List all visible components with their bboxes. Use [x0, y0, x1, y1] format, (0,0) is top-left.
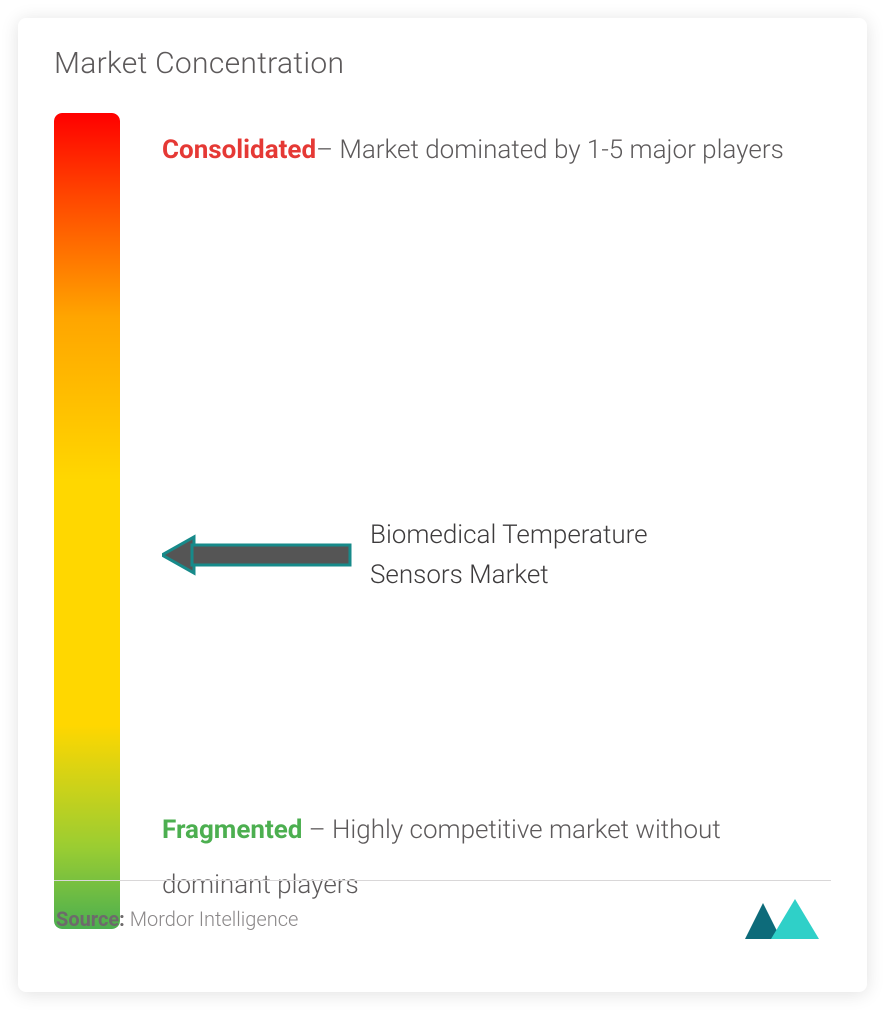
market-position-callout: Biomedical Temperature Sensors Market: [162, 515, 710, 596]
infographic-card: Market Concentration Consolidated– Marke…: [18, 18, 867, 992]
consolidated-strong: Consolidated: [162, 135, 316, 165]
chart-body: Consolidated– Market dominated by 1-5 ma…: [54, 113, 831, 933]
source-label: Source:: [56, 907, 125, 931]
concentration-thermometer: [54, 113, 120, 929]
mordor-logo-icon: [741, 895, 829, 943]
market-name-label: Biomedical Temperature Sensors Market: [370, 515, 710, 596]
footer-divider: [54, 880, 831, 881]
consolidated-desc: – Market dominated by 1-5 major players: [316, 135, 784, 165]
source-value: Mordor Intelligence: [130, 907, 299, 931]
chart-title: Market Concentration: [54, 46, 831, 81]
fragmented-strong: Fragmented: [162, 815, 302, 845]
consolidated-label: Consolidated– Market dominated by 1-5 ma…: [162, 123, 802, 178]
source-text: Source: Mordor Intelligence: [56, 907, 298, 931]
arrow-left-icon: [162, 533, 352, 577]
footer: Source: Mordor Intelligence: [54, 895, 831, 943]
